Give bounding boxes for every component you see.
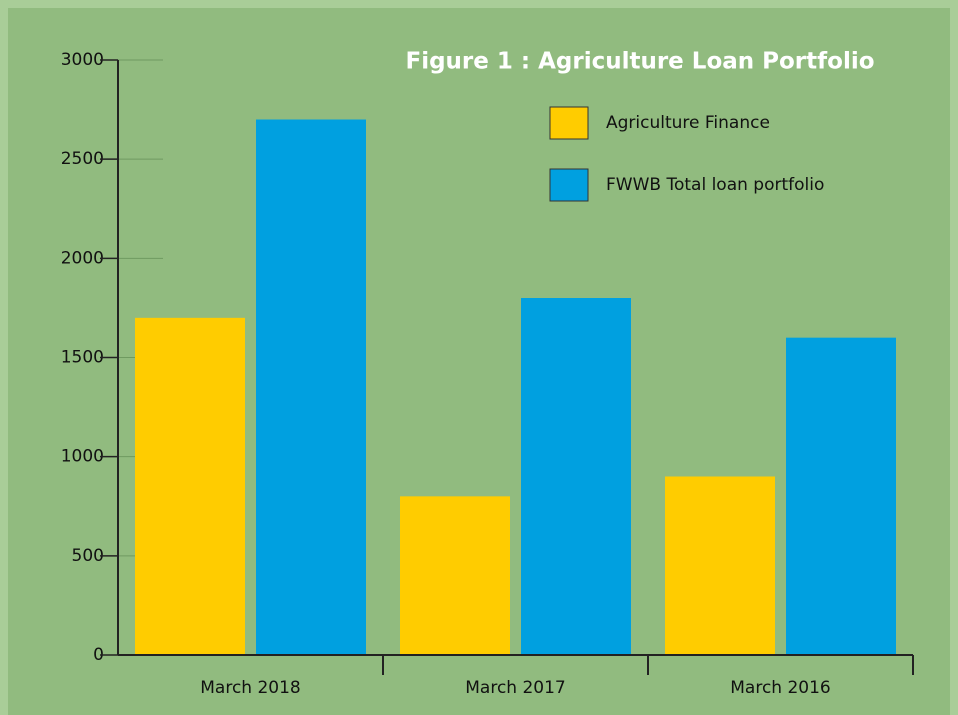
bar <box>521 298 631 655</box>
legend-swatch <box>549 168 589 202</box>
bar <box>135 317 245 655</box>
y-tick-label: 1500 <box>61 348 104 368</box>
bar <box>665 476 775 655</box>
legend-label: FWWB Total loan portfolio <box>606 175 824 195</box>
y-tick-label: 1000 <box>61 447 104 467</box>
bar <box>400 496 510 655</box>
bar <box>256 119 366 655</box>
legend-label: Agriculture Finance <box>606 113 770 133</box>
y-tick-label: 2500 <box>61 149 104 169</box>
y-tick-label: 0 <box>93 645 104 665</box>
bar <box>786 337 896 655</box>
x-tick-label: March 2017 <box>465 678 566 698</box>
legend-swatch <box>549 106 589 140</box>
y-tick-label: 3000 <box>61 50 104 70</box>
x-tick-label: March 2016 <box>730 678 831 698</box>
y-tick-label: 500 <box>72 546 104 566</box>
chart-title: Figure 1 : Agriculture Loan Portfolio <box>405 49 874 75</box>
y-tick-label: 2000 <box>61 248 104 268</box>
x-tick-label: March 2018 <box>200 678 301 698</box>
